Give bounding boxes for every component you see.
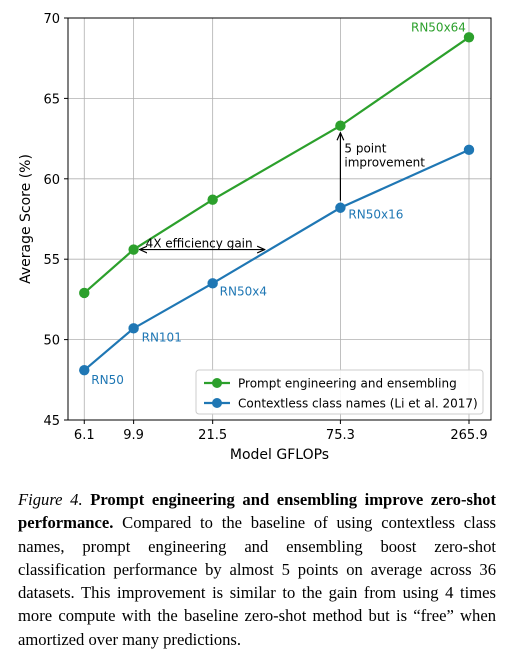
point-label: RN50x4 xyxy=(220,284,267,298)
point-label: RN101 xyxy=(142,330,182,344)
legend-entry: Prompt engineering and ensembling xyxy=(238,377,457,391)
data-point xyxy=(463,32,475,43)
figure-caption: Figure 4. Prompt engineering and ensembl… xyxy=(18,488,496,651)
data-point xyxy=(207,194,218,205)
x-tick-label: 9.9 xyxy=(123,428,144,443)
axis-ticks: 6.1 9.9 21.5 75.3 265.9 45 50 55 60 65 70 xyxy=(43,12,487,443)
y-axis-label: Average Score (%) xyxy=(18,154,34,284)
y-tick-label: 50 xyxy=(43,334,60,349)
efficiency-annotation: 4X efficiency gain xyxy=(146,237,253,251)
legend: Prompt engineering and ensembling Context… xyxy=(195,369,484,415)
x-axis-label: Model GFLOPs xyxy=(230,447,329,463)
x-tick-label: 75.3 xyxy=(326,428,355,443)
caption-body: Compared to the baseline of using contex… xyxy=(18,513,496,649)
y-tick-label: 70 xyxy=(43,12,60,27)
legend-swatch-marker xyxy=(212,398,222,408)
point-label: RN50x16 xyxy=(348,208,403,222)
legend-items: Prompt engineering and ensembling Context… xyxy=(204,377,478,411)
y-tick-label: 55 xyxy=(43,253,60,268)
data-point xyxy=(463,144,475,156)
point-label: RN50 xyxy=(91,373,124,387)
legend-box xyxy=(195,369,484,415)
point-label: RN50x64 xyxy=(411,20,466,34)
series: RN50x64 RN50 RN101 RN50x4 RN50x16 xyxy=(79,20,475,387)
data-point xyxy=(79,287,90,299)
legend-entry: Contextless class names (Li et al. 2017) xyxy=(238,397,478,411)
legend-swatch-marker xyxy=(212,378,222,388)
improvement-annotation: 5 point xyxy=(344,142,386,156)
x-tick-label: 6.1 xyxy=(74,428,95,443)
improvement-annotation: improvement xyxy=(344,156,425,170)
x-tick-label: 265.9 xyxy=(450,428,487,443)
data-point xyxy=(79,364,90,376)
x-tick-label: 21.5 xyxy=(198,428,227,443)
y-tick-label: 45 xyxy=(43,414,60,429)
caption-figure-label: Figure 4. xyxy=(18,490,83,509)
data-point xyxy=(207,278,218,289)
data-point xyxy=(128,244,139,255)
data-point xyxy=(335,202,346,213)
data-point xyxy=(128,323,139,334)
y-tick-label: 60 xyxy=(43,173,60,188)
grid xyxy=(68,17,491,421)
y-tick-label: 65 xyxy=(43,92,60,107)
data-point xyxy=(335,120,346,131)
plot-frame xyxy=(67,17,492,421)
caption-title: Prompt engineering and ensembling improv… xyxy=(18,490,497,533)
